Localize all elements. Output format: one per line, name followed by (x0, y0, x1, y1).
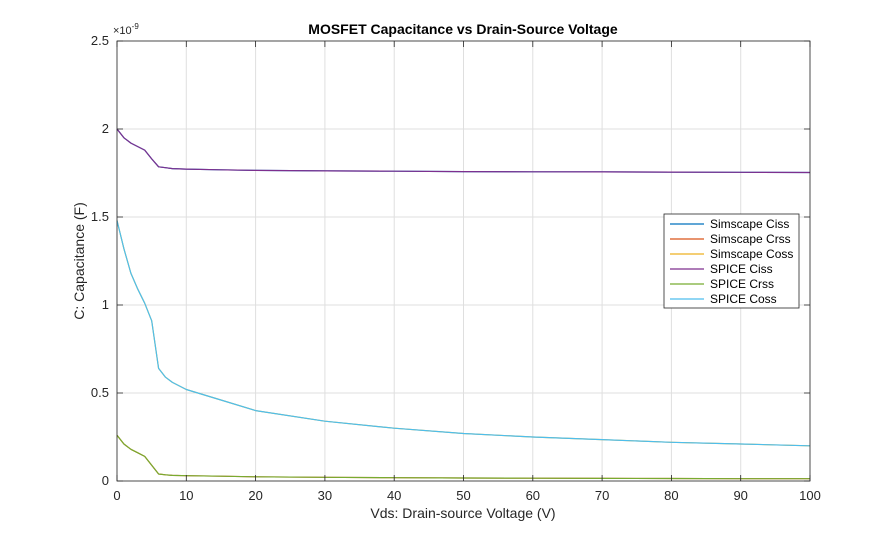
x-tick-label: 30 (318, 488, 332, 503)
series-line-spice-coss (116, 220, 811, 447)
x-tick-label: 0 (113, 488, 120, 503)
chart-title: MOSFET Capacitance vs Drain-Source Volta… (308, 21, 618, 37)
y-tick-label: 0 (102, 473, 109, 488)
y-tick-label: 1 (102, 297, 109, 312)
x-tick-label: 90 (733, 488, 747, 503)
y-tick-label: 2.5 (91, 33, 109, 48)
x-tick-label: 20 (248, 488, 262, 503)
x-tick-label: 10 (179, 488, 193, 503)
legend-label-simscape-coss: Simscape Coss (710, 247, 793, 261)
x-tick-label: 80 (664, 488, 678, 503)
x-axis-ticks: 0 10 20 30 40 50 60 70 80 90 100 (113, 41, 821, 503)
x-tick-label: 50 (456, 488, 470, 503)
x-tick-label: 60 (526, 488, 540, 503)
y-tick-label: 2 (102, 121, 109, 136)
series-lines (116, 128, 811, 480)
x-tick-label: 100 (799, 488, 821, 503)
x-tick-label: 70 (595, 488, 609, 503)
legend-label-spice-coss: SPICE Coss (710, 292, 777, 306)
legend-label-simscape-ciss: Simscape Ciss (710, 217, 789, 231)
legend-box (663, 213, 800, 309)
y-exponent-base: ×10 (113, 25, 132, 37)
y-exponent-power: -9 (132, 22, 140, 31)
x-axis-label: Vds: Drain-source Voltage (V) (370, 505, 555, 521)
series-line-spice-crss (116, 434, 810, 480)
series-line-spice-ciss (116, 128, 811, 174)
y-axis-exponent: ×10-9 (113, 22, 139, 37)
y-axis-label: C: Capacitance (F) (71, 202, 87, 319)
legend-label-spice-ciss: SPICE Ciss (710, 262, 773, 276)
legend-label-simscape-crss: Simscape Crss (710, 232, 791, 246)
y-axis-ticks: 0 0.5 1 1.5 2 2.5 (91, 33, 810, 488)
y-tick-label: 1.5 (91, 209, 109, 224)
y-tick-label: 0.5 (91, 385, 109, 400)
legend-label-spice-crss: SPICE Crss (710, 277, 774, 291)
x-tick-label: 40 (387, 488, 401, 503)
